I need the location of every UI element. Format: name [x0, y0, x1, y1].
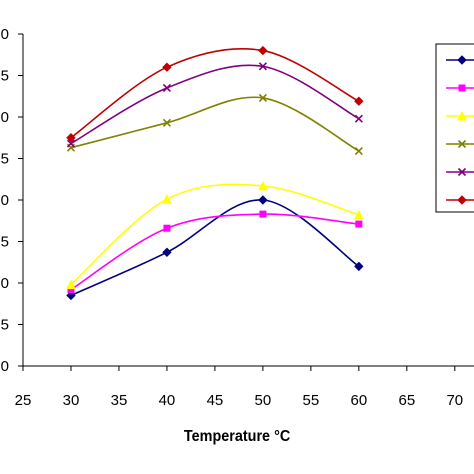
- x-axis-label: Temperature °C: [183, 428, 291, 445]
- x-tick-label: 50: [255, 392, 272, 409]
- data-point: [258, 45, 268, 56]
- series-1: [66, 195, 364, 301]
- data-point: [162, 62, 172, 72]
- legend-marker: [457, 195, 467, 205]
- marker-stroke: [66, 139, 76, 148]
- data-point: [354, 96, 364, 106]
- data-point: [258, 195, 268, 205]
- marker-stroke: [258, 62, 267, 71]
- x-tick-label: 70: [446, 392, 463, 409]
- data-point: [258, 93, 267, 102]
- marker-stroke: [457, 139, 467, 149]
- data-point: [163, 224, 171, 232]
- data-point: [258, 62, 267, 71]
- series-5: [66, 62, 363, 148]
- data-point: [162, 83, 172, 93]
- legend: [435, 43, 474, 213]
- data-point: [354, 114, 363, 123]
- data-point: [259, 210, 267, 218]
- series-6: [66, 45, 364, 143]
- y-tick-label: 5: [1, 151, 9, 168]
- marker-stroke: [258, 93, 267, 102]
- data-point: [354, 146, 363, 156]
- series-2: [67, 210, 363, 294]
- series-line: [70, 199, 360, 297]
- data-point: [354, 209, 364, 220]
- data-point: [66, 139, 76, 148]
- data-point: [354, 261, 364, 272]
- series-line: [70, 213, 359, 291]
- marker-stroke: [354, 114, 363, 123]
- series-line: [70, 47, 360, 139]
- y-tick-label: 5: [1, 234, 9, 251]
- x-axis-label-wrap: Temperature °C: [0, 428, 474, 446]
- legend-marker: [457, 167, 467, 177]
- x-tick-label: 40: [159, 392, 176, 409]
- marker-stroke: [354, 146, 363, 156]
- x-tick-label: 30: [63, 392, 80, 409]
- data-point: [162, 194, 172, 204]
- axes: [18, 33, 474, 371]
- series-line: [70, 183, 360, 286]
- marker-stroke: [457, 167, 467, 177]
- legend-marker: [457, 139, 467, 149]
- data-point: [66, 290, 76, 301]
- marker-stroke: [162, 83, 172, 93]
- x-tick-label: 60: [351, 392, 368, 409]
- series-line: [70, 64, 360, 145]
- y-tick-label: 5: [1, 68, 9, 85]
- x-tick-label: 35: [111, 392, 128, 409]
- legend-box: [435, 43, 474, 213]
- marker-stroke: [162, 118, 172, 127]
- x-tick-label: 45: [207, 392, 224, 409]
- data-point: [162, 247, 172, 257]
- y-tick-label: 0: [1, 192, 9, 209]
- y-tick-label: 5: [1, 317, 9, 334]
- data-point: [67, 286, 75, 294]
- y-tick-label: 0: [1, 109, 9, 126]
- data-point: [66, 279, 76, 290]
- y-tick-label: 0: [1, 275, 9, 292]
- data-point: [258, 180, 268, 191]
- series-line: [70, 96, 360, 152]
- data-point: [355, 220, 363, 228]
- legend-marker: [457, 55, 467, 65]
- series-3: [66, 180, 364, 290]
- x-tick-label: 25: [15, 392, 32, 409]
- legend-marker: [458, 84, 466, 92]
- y-tick-label: 0: [1, 358, 9, 375]
- y-tick-label: 0: [1, 26, 9, 43]
- data-point: [162, 118, 172, 127]
- data-point: [66, 133, 76, 143]
- series-layer: [66, 45, 364, 301]
- x-tick-label: 65: [398, 392, 415, 409]
- x-tick-label: 55: [303, 392, 320, 409]
- series-4: [66, 93, 363, 156]
- legend-marker: [457, 110, 467, 121]
